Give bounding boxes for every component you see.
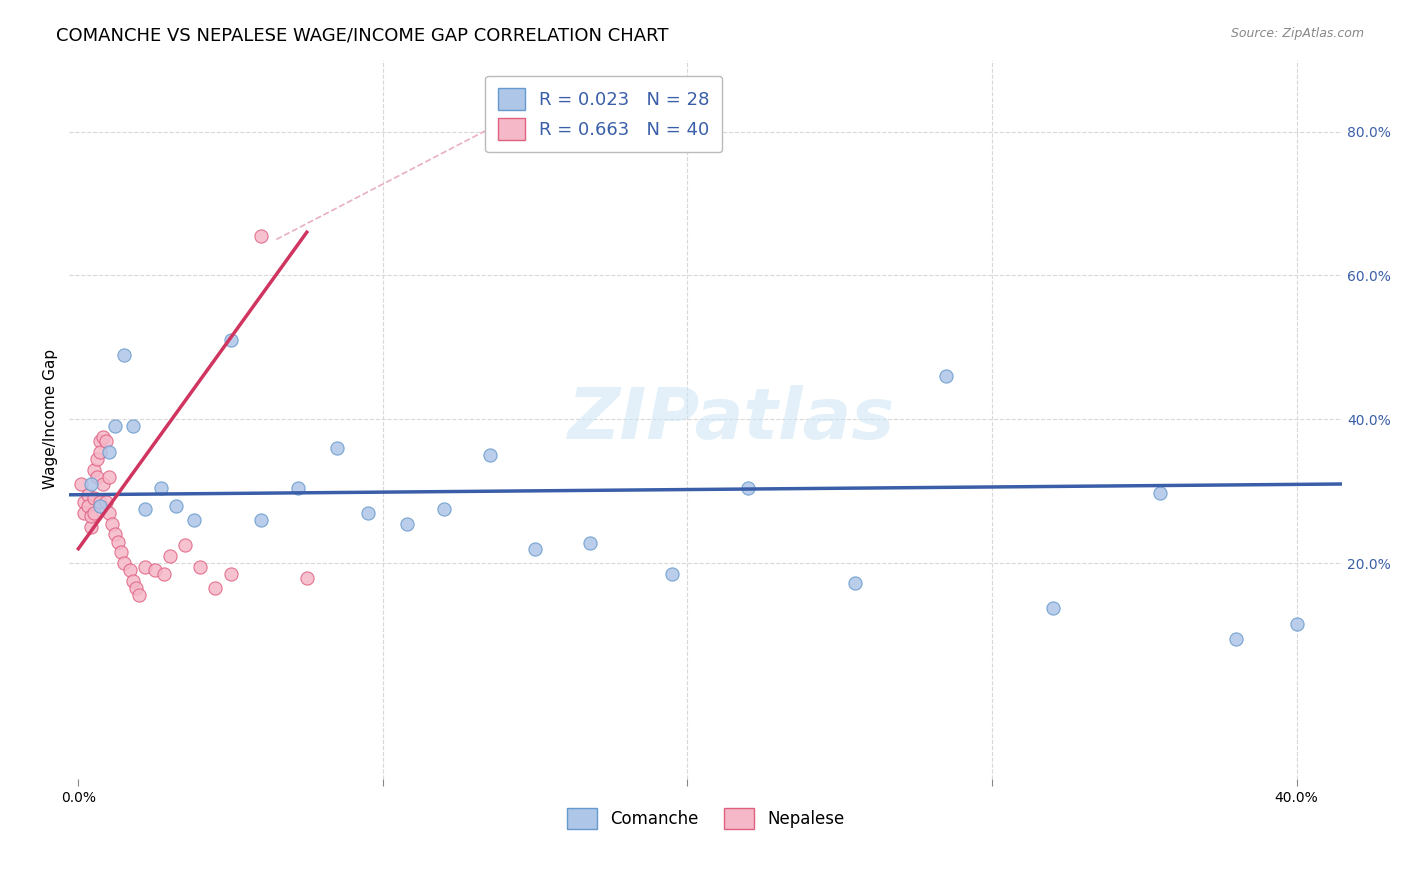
Point	[83, 462, 105, 476]
Point	[152, 566, 174, 581]
Point	[94, 495, 117, 509]
Point	[122, 419, 145, 434]
Point	[73, 506, 96, 520]
Point	[91, 477, 114, 491]
Point	[76, 499, 98, 513]
Point	[579, 536, 602, 550]
Point	[149, 481, 172, 495]
Point	[357, 506, 380, 520]
Point	[737, 481, 759, 495]
Point	[1225, 632, 1247, 646]
Point	[134, 502, 156, 516]
Point	[287, 481, 309, 495]
Point	[128, 589, 150, 603]
Point	[112, 347, 135, 361]
Point	[76, 488, 98, 502]
Point	[188, 559, 211, 574]
Point	[86, 470, 108, 484]
Point	[183, 513, 205, 527]
Point	[94, 434, 117, 448]
Point	[478, 448, 501, 462]
Point	[89, 434, 111, 448]
Point	[122, 574, 145, 588]
Point	[73, 495, 96, 509]
Point	[844, 576, 866, 591]
Point	[250, 228, 273, 243]
Point	[89, 495, 111, 509]
Point	[204, 582, 226, 596]
Point	[935, 369, 957, 384]
Point	[326, 441, 349, 455]
Point	[295, 570, 318, 584]
Point	[89, 444, 111, 458]
Point	[174, 538, 197, 552]
Point	[661, 566, 683, 581]
Point	[1149, 485, 1171, 500]
Point	[97, 470, 120, 484]
Point	[112, 556, 135, 570]
Point	[70, 477, 93, 491]
Point	[1042, 600, 1064, 615]
Point	[83, 506, 105, 520]
Point	[219, 333, 242, 347]
Point	[86, 451, 108, 466]
Point	[524, 541, 547, 556]
Point	[104, 527, 127, 541]
Point	[143, 563, 166, 577]
Point	[83, 491, 105, 506]
Point	[104, 419, 127, 434]
Point	[159, 549, 181, 563]
Point	[396, 516, 419, 531]
Point	[79, 520, 101, 534]
Point	[219, 566, 242, 581]
Point	[79, 509, 101, 524]
Point	[120, 563, 142, 577]
Point	[91, 430, 114, 444]
Y-axis label: Wage/Income Gap: Wage/Income Gap	[44, 349, 58, 490]
Point	[125, 582, 148, 596]
Point	[97, 444, 120, 458]
Text: Source: ZipAtlas.com: Source: ZipAtlas.com	[1230, 27, 1364, 40]
Legend: Comanche, Nepalese: Comanche, Nepalese	[561, 802, 851, 835]
Point	[1285, 617, 1308, 632]
Point	[101, 516, 124, 531]
Point	[250, 513, 273, 527]
Point	[433, 502, 456, 516]
Point	[134, 559, 156, 574]
Text: ZIPatlas: ZIPatlas	[568, 384, 894, 454]
Point	[165, 499, 187, 513]
Point	[97, 506, 120, 520]
Point	[107, 534, 129, 549]
Point	[110, 545, 132, 559]
Point	[89, 499, 111, 513]
Point	[79, 477, 101, 491]
Text: COMANCHE VS NEPALESE WAGE/INCOME GAP CORRELATION CHART: COMANCHE VS NEPALESE WAGE/INCOME GAP COR…	[56, 27, 669, 45]
